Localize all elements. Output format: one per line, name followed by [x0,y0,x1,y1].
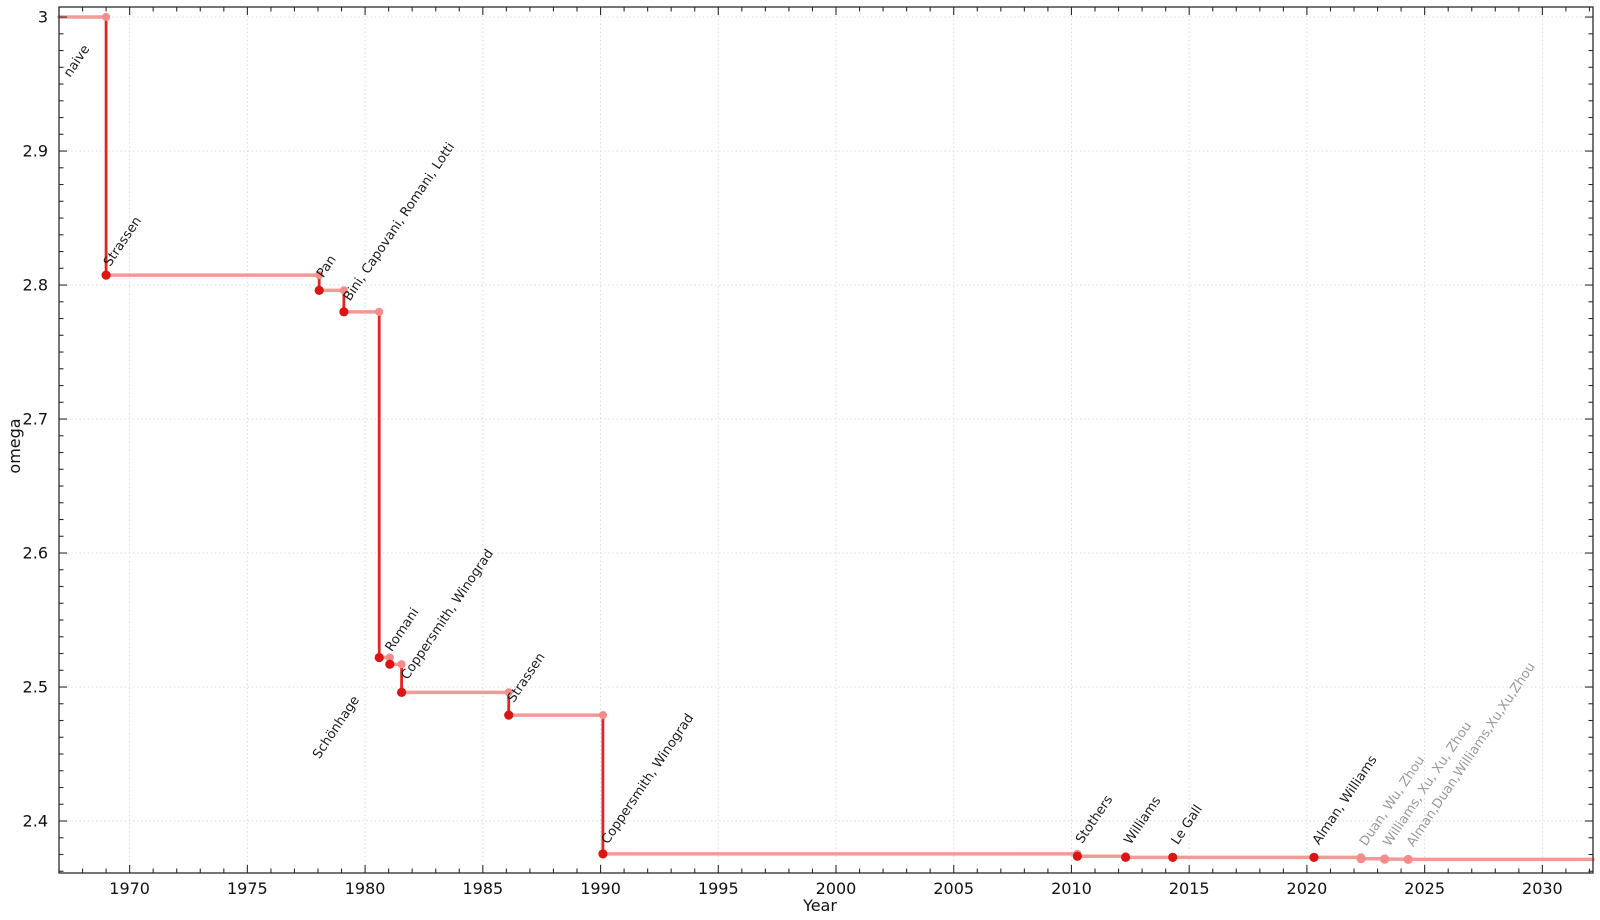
data-point [598,849,608,859]
segment-end-dots [101,12,1413,864]
x-tick-label: 2020 [1287,879,1328,898]
y-tick-label: 2.6 [23,544,48,563]
y-tick-labels: 3 2.9 2.8 2.7 2.6 2.5 2.4 [23,8,48,831]
x-tick-label: 1980 [345,879,386,898]
annotation-label: Le Gall [1169,802,1206,847]
y-tick-label: 3 [38,8,48,27]
event-dots [101,270,1413,865]
x-tick-label: 1975 [227,879,268,898]
gridlines [59,7,1593,873]
x-tick-label: 1995 [698,879,739,898]
annotation-label: Stothers [1073,793,1116,847]
x-tick-label: 2005 [933,879,974,898]
data-point [1121,852,1131,862]
annotation-label: Strassen [101,214,145,269]
segment-end-dot [598,711,608,720]
data-point [314,285,324,295]
y-tick-label: 2.8 [23,276,48,295]
data-point [1309,852,1319,862]
annotation-label: Strassen [505,650,549,705]
x-tick-label: 2025 [1404,879,1445,898]
segment-end-dot [504,688,513,697]
segment-end-dot [397,660,406,669]
x-axis-title: Year [802,896,837,915]
segment-end-dot [101,12,111,22]
x-tick-label: 2015 [1169,879,1210,898]
annotation-label: naive [61,42,93,80]
y-tick-label: 2.7 [23,410,48,429]
y-tick-label: 2.4 [23,812,48,831]
data-point [1168,852,1178,862]
x-tick-label: 2000 [816,879,857,898]
x-tick-label: 1970 [109,879,150,898]
data-point [396,687,407,697]
x-tick-label: 2010 [1051,879,1092,898]
segment-end-dot [315,271,324,280]
x-tick-label: 1990 [580,879,621,898]
x-tick-label: 2030 [1522,879,1563,898]
step-line [57,15,1595,862]
data-point [374,652,384,663]
annotation-label: Schönhage [310,693,363,761]
segment-end-dot [339,286,349,295]
y-axis-title: omega [5,418,24,473]
y-tick-label: 2.5 [23,678,48,697]
annotation-label: Coppersmith, Winograd [599,711,697,847]
x-tick-labels: 1970 1975 1980 1985 1990 1995 2000 2005 2010 2015… [109,879,1562,898]
data-point [385,659,395,669]
axis-ticks [58,7,1593,873]
x-tick-label: 1985 [462,879,503,898]
plot-frame [58,6,1594,874]
data-point [1380,854,1390,864]
chart-generated-content: 1970 1975 1980 1985 1990 1995 2000 2005 2010 2015… [23,6,1595,898]
segment-end-dot [375,307,384,316]
data-point [101,270,111,280]
data-point [1403,854,1413,865]
data-point [1356,854,1366,864]
segment-end-dot [385,653,394,662]
annotation-label: Bini, Capovani, Romani, Lotti [341,140,458,304]
data-point [1072,851,1082,861]
data-point [504,710,514,720]
y-tick-label: 2.9 [23,142,48,161]
data-point [339,307,349,317]
